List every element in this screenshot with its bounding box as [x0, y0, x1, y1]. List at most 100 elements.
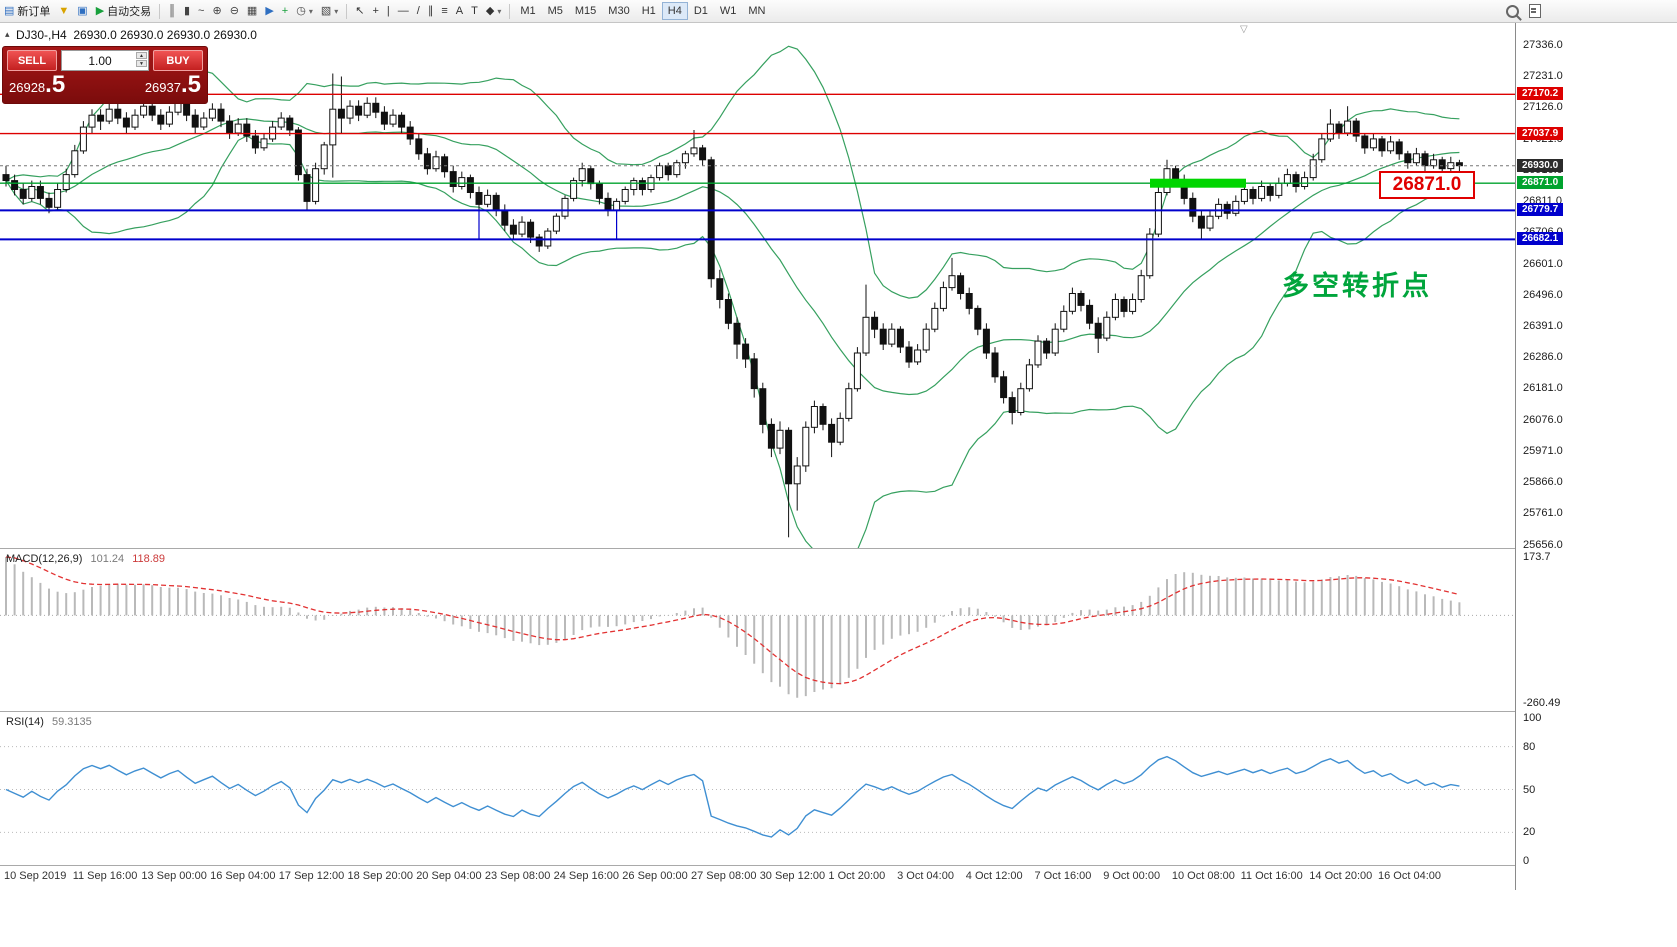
macd-scale-label: 173.7: [1523, 551, 1551, 563]
candle: [277, 117, 285, 128]
rsi-label: RSI(14) 59.3135: [6, 716, 92, 728]
candle: [1120, 299, 1128, 312]
candle: [79, 126, 87, 152]
candlestick-chart-icon[interactable]: ▮: [180, 4, 194, 19]
candle: [845, 388, 853, 419]
fibonacci-tool[interactable]: ≡: [437, 4, 451, 19]
bollinger-lower-band: [5, 135, 1460, 570]
pivot-price-label[interactable]: 26871.0: [1379, 171, 1475, 199]
crosshair-tool[interactable]: +: [368, 4, 382, 19]
collapse-arrow-icon[interactable]: ▴: [5, 29, 10, 39]
candle: [1438, 159, 1446, 170]
channel-tool[interactable]: ∥: [424, 4, 438, 19]
candle: [1258, 186, 1266, 199]
panel-separator[interactable]: [0, 548, 1677, 549]
candle: [1077, 293, 1085, 306]
volume-field[interactable]: 1.00 ▲ ▼: [61, 50, 149, 71]
candle: [449, 171, 457, 188]
rsi-name: RSI(14): [6, 716, 44, 728]
chart-shift-marker-icon: ▽: [1240, 24, 1248, 35]
candle: [948, 275, 956, 289]
horizontal-line-tool[interactable]: —: [394, 4, 413, 19]
rsi-panel[interactable]: [0, 712, 1515, 865]
y-axis-label: 26076.0: [1523, 413, 1563, 426]
y-axis-label: 26181.0: [1523, 382, 1563, 395]
periods-button[interactable]: ◷ ▾: [292, 4, 317, 19]
candle: [372, 102, 380, 113]
candle: [733, 322, 741, 345]
line-chart-icon[interactable]: ~: [194, 4, 208, 19]
candle: [1060, 310, 1068, 330]
candle: [604, 197, 612, 211]
candle: [200, 117, 208, 128]
autotrading-button[interactable]: ▶ 自动交易: [92, 1, 155, 21]
vertical-line-tool[interactable]: |: [383, 4, 394, 19]
candle: [1068, 293, 1076, 312]
tile-windows-icon[interactable]: ▦: [243, 4, 261, 19]
y-axis-label: 27336.0: [1523, 39, 1563, 51]
text-tool[interactable]: A: [452, 4, 467, 19]
cursor-tool[interactable]: ↖: [351, 4, 368, 19]
trendline-tool-glyph: /: [416, 4, 420, 17]
candle: [776, 429, 784, 449]
macd-panel[interactable]: [0, 549, 1515, 711]
new-window-icon[interactable]: [1529, 4, 1541, 18]
candle: [561, 197, 569, 217]
macd-scale-label: -260.49: [1523, 697, 1561, 709]
crosshair-tool-glyph: +: [372, 4, 379, 17]
shapes-tool[interactable]: ◆ ▾: [482, 4, 505, 19]
candle: [862, 316, 870, 354]
candle: [191, 114, 199, 128]
chart-funnel-icon[interactable]: ▼: [54, 4, 73, 19]
zoom-in-icon[interactable]: ⊕: [208, 4, 225, 19]
candle: [1154, 192, 1162, 235]
buy-button[interactable]: BUY: [153, 50, 203, 71]
candle: [810, 406, 818, 428]
price-axis[interactable]: 27336.027231.027126.027021.026916.026811…: [1515, 22, 1677, 890]
auto-scroll-icon[interactable]: ▶: [261, 4, 277, 19]
y-axis-label: 25656.0: [1523, 538, 1563, 551]
timeframe-w1[interactable]: W1: [719, 5, 737, 17]
candle: [939, 287, 947, 309]
bar-chart-icon[interactable]: ║: [164, 4, 180, 19]
timeframe-mn[interactable]: MN: [748, 5, 766, 17]
text-tool-glyph: A: [455, 4, 464, 17]
timeframe-h4[interactable]: H4: [661, 2, 688, 20]
candle: [905, 346, 913, 363]
candle: [1000, 376, 1008, 399]
search-icon[interactable]: [1506, 4, 1519, 18]
candle: [165, 111, 173, 125]
timeframe-h1[interactable]: H1: [641, 5, 656, 17]
candle: [1326, 123, 1334, 140]
fibonacci-tool-glyph: ≡: [441, 4, 448, 17]
chart-window[interactable]: ▴ DJ30-,H4 26930.0 26930.0 26930.0 26930…: [0, 22, 1677, 947]
timeframe-d1[interactable]: D1: [693, 5, 708, 17]
chart-ohlc-values: 26930.0 26930.0 26930.0 26930.0: [73, 28, 257, 42]
panel-separator[interactable]: [0, 711, 1677, 712]
indicators-button[interactable]: +: [278, 4, 292, 19]
panel-separator[interactable]: [0, 865, 1677, 866]
zoom-out-icon[interactable]: ⊖: [226, 4, 243, 19]
timeframe-m30[interactable]: M30: [608, 5, 630, 17]
timeframe-m5[interactable]: M5: [547, 5, 563, 17]
volume-up-button[interactable]: ▲: [136, 52, 147, 59]
time-axis-label: 27 Sep 08:00: [691, 870, 757, 882]
trendline-tool[interactable]: /: [413, 4, 424, 19]
volume-down-button[interactable]: ▼: [136, 60, 147, 67]
bar-chart-icon-glyph: ║: [168, 4, 176, 17]
chart-funnel-icon-glyph: ▼: [58, 4, 70, 17]
templates-button[interactable]: ▧ ▾: [317, 4, 342, 19]
profiles-icon[interactable]: ▣: [73, 4, 91, 19]
candle: [1034, 340, 1042, 366]
volume-value: 1.00: [88, 53, 112, 68]
timeframe-m15[interactable]: M15: [574, 5, 597, 17]
chart-title: DJ30-,H4 26930.0 26930.0 26930.0 26930.0: [16, 28, 257, 42]
label-tool[interactable]: T: [467, 4, 482, 19]
candle: [337, 108, 345, 119]
sell-button[interactable]: SELL: [7, 50, 57, 71]
timeframe-m1[interactable]: M1: [520, 5, 536, 17]
price-chart[interactable]: [0, 22, 1515, 570]
candle: [587, 168, 595, 185]
candle: [1361, 135, 1369, 149]
new-order-button[interactable]: ▤ 新订单: [0, 1, 54, 21]
